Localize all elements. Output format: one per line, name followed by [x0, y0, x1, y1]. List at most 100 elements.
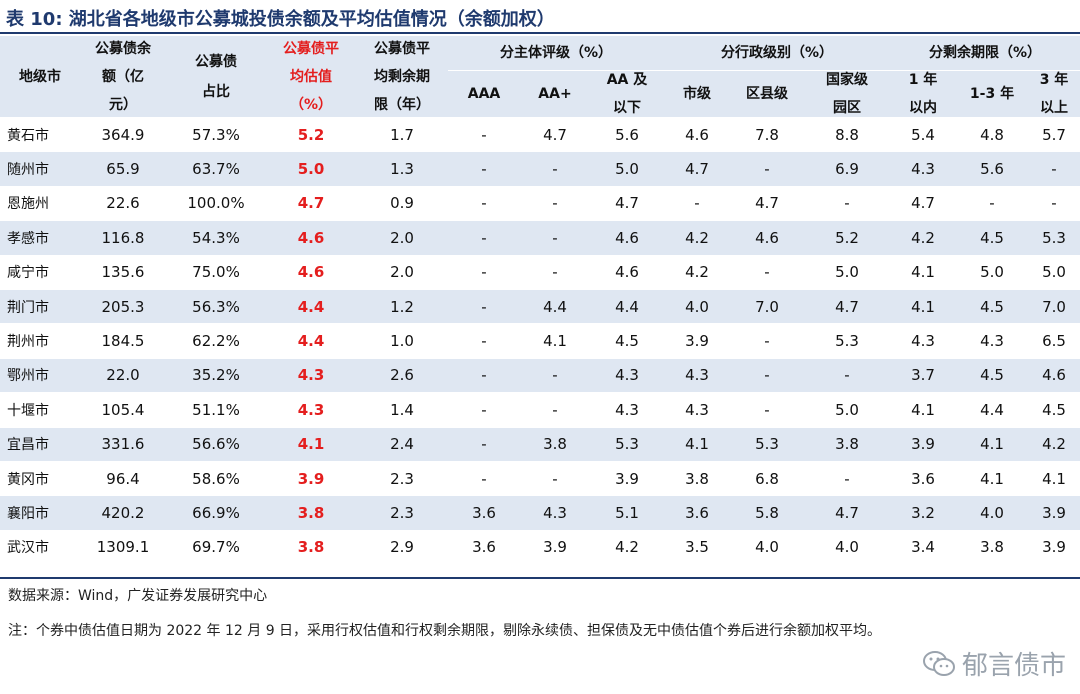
table-title: 表 10: 湖北省各地级市公募城投债余额及平均估值情况（余额加权）	[6, 9, 555, 30]
cell-aa-below: 4.7	[590, 185, 664, 221]
table-body: 黄石市 364.9 57.3% 5.2 1.7-4.7 5.6 4.6 7.8 8.8 5.4 4.…	[0, 116, 1080, 565]
cell-1-3y: 4.1	[956, 460, 1028, 496]
cell-term: 1.2	[356, 288, 448, 324]
cell-within-1y: 4.1	[890, 392, 956, 428]
header-aaplus: AA+	[520, 70, 590, 118]
cell-within-1y: 5.4	[890, 116, 956, 152]
cell-within-1y: 3.7	[890, 357, 956, 393]
table-row: 十堰市 105.4 51.1% 4.3 1.4- -4.3 4.3-5.0 4.1 4.4 4.5	[0, 392, 1080, 428]
table-row: 荆州市 184.5 62.2% 4.4 1.0-4.1 4.5 3.9-5.3 4.3 4.3 6…	[0, 323, 1080, 359]
cell-city-level: 4.2	[664, 220, 730, 256]
cell-aaa: -	[448, 288, 520, 324]
cell-city: 十堰市	[0, 392, 80, 428]
header-group-admin: 分行政级别（%）	[664, 36, 890, 71]
cell-within-1y: 3.6	[890, 460, 956, 496]
cell-valuation: 5.0	[266, 151, 356, 187]
cell-city-level: 3.8	[664, 460, 730, 496]
header-balance: 公募债余 额（亿 元）	[80, 36, 166, 118]
table-row: 黄石市 364.9 57.3% 5.2 1.7-4.7 5.6 4.6 7.8 8.8 5.4 4.…	[0, 116, 1080, 152]
cell-city-level: 4.3	[664, 392, 730, 428]
cell-county-level: 4.0	[730, 529, 804, 565]
cell-aa-below: 5.6	[590, 116, 664, 152]
cell-share: 54.3%	[166, 220, 266, 256]
cell-term: 1.0	[356, 323, 448, 359]
cell-1-3y: 4.3	[956, 323, 1028, 359]
cell-share: 35.2%	[166, 357, 266, 393]
cell-city-level: 3.5	[664, 529, 730, 565]
cell-aaplus: 4.1	[520, 323, 590, 359]
cell-within-1y: 4.7	[890, 185, 956, 221]
cell-valuation: 4.1	[266, 426, 356, 462]
cell-national-park: 4.7	[804, 288, 890, 324]
cell-balance: 65.9	[80, 151, 166, 187]
cell-city-level: 4.0	[664, 288, 730, 324]
header-county-level: 区县级	[730, 70, 804, 118]
cell-aaplus: -	[520, 357, 590, 393]
cell-county-level: 7.8	[730, 116, 804, 152]
cell-aaa: -	[448, 392, 520, 428]
cell-balance: 205.3	[80, 288, 166, 324]
cell-1-3y: 4.1	[956, 426, 1028, 462]
cell-valuation: 4.4	[266, 288, 356, 324]
table-row: 恩施州 22.6 100.0% 4.7 0.9- -4.7-4.7-4.7- -	[0, 185, 1080, 221]
cell-aaa: -	[448, 254, 520, 290]
cell-aaa: -	[448, 185, 520, 221]
cell-balance: 364.9	[80, 116, 166, 152]
cell-term: 1.7	[356, 116, 448, 152]
cell-city: 宜昌市	[0, 426, 80, 462]
cell-aa-below: 4.3	[590, 392, 664, 428]
cell-county-level: 4.7	[730, 185, 804, 221]
cell-aa-below: 3.9	[590, 460, 664, 496]
cell-term: 2.6	[356, 357, 448, 393]
cell-valuation: 3.8	[266, 495, 356, 531]
cell-city: 武汉市	[0, 529, 80, 565]
header-share: 公募债 占比	[166, 36, 266, 118]
cell-within-1y: 4.3	[890, 151, 956, 187]
cell-county-level: -	[730, 392, 804, 428]
cell-1-3y: 4.5	[956, 220, 1028, 256]
cell-city-level: -	[664, 185, 730, 221]
cell-valuation: 4.6	[266, 220, 356, 256]
cell-3y-above: 4.1	[1028, 460, 1080, 496]
cell-3y-above: 3.9	[1028, 529, 1080, 565]
cell-1-3y: -	[956, 185, 1028, 221]
cell-city-level: 3.6	[664, 495, 730, 531]
cell-valuation: 4.6	[266, 254, 356, 290]
cell-term: 1.3	[356, 151, 448, 187]
cell-aaa: 3.6	[448, 495, 520, 531]
cell-3y-above: 3.9	[1028, 495, 1080, 531]
cell-aa-below: 4.6	[590, 254, 664, 290]
cell-valuation: 4.4	[266, 323, 356, 359]
watermark-text: 郁言债市	[961, 651, 1066, 681]
cell-1-3y: 5.0	[956, 254, 1028, 290]
cell-within-1y: 4.2	[890, 220, 956, 256]
cell-balance: 22.6	[80, 185, 166, 221]
header-aa-below: AA 及以下	[590, 70, 664, 118]
title-bar: 表 10: 湖北省各地级市公募城投债余额及平均估值情况（余额加权）	[0, 0, 1080, 34]
cell-city: 恩施州	[0, 185, 80, 221]
cell-county-level: 6.8	[730, 460, 804, 496]
table-row: 武汉市 1309.1 69.7% 3.8 2.9 3.6 3.9 4.2 3.5 4.0 4.0 3.…	[0, 529, 1080, 565]
header-group-rating: 分主体评级（%）	[448, 36, 664, 71]
cell-aaplus: -	[520, 185, 590, 221]
cell-national-park: 3.8	[804, 426, 890, 462]
table-bottom-rule	[0, 577, 1080, 579]
source-text: 数据来源：Wind，广发证券发展研究中心	[8, 588, 268, 604]
cell-3y-above: 4.2	[1028, 426, 1080, 462]
cell-national-park: -	[804, 185, 890, 221]
cell-1-3y: 4.5	[956, 357, 1028, 393]
header-national-park: 国家级 园区	[804, 70, 890, 118]
cell-national-park: -	[804, 357, 890, 393]
header-3y-above: 3 年以上	[1028, 70, 1080, 118]
cell-aa-below: 4.4	[590, 288, 664, 324]
cell-aaplus: 3.8	[520, 426, 590, 462]
cell-aa-below: 4.3	[590, 357, 664, 393]
table-row: 襄阳市 420.2 66.9% 3.8 2.3 3.6 4.3 5.1 3.6 5.8 4.7 3.2…	[0, 495, 1080, 531]
cell-share: 69.7%	[166, 529, 266, 565]
cell-aa-below: 4.5	[590, 323, 664, 359]
table-row: 随州市 65.9 63.7% 5.0 1.3- -5.0 4.7-6.9 4.3 5.6-	[0, 151, 1080, 187]
cell-share: 56.3%	[166, 288, 266, 324]
cell-3y-above: 5.0	[1028, 254, 1080, 290]
cell-term: 2.0	[356, 220, 448, 256]
valuation-table: 地级市 公募债余 额（亿 元） 公募债 占比 公募债平 均估值 （%） 公募债平 均剩余期限…	[0, 36, 1080, 565]
